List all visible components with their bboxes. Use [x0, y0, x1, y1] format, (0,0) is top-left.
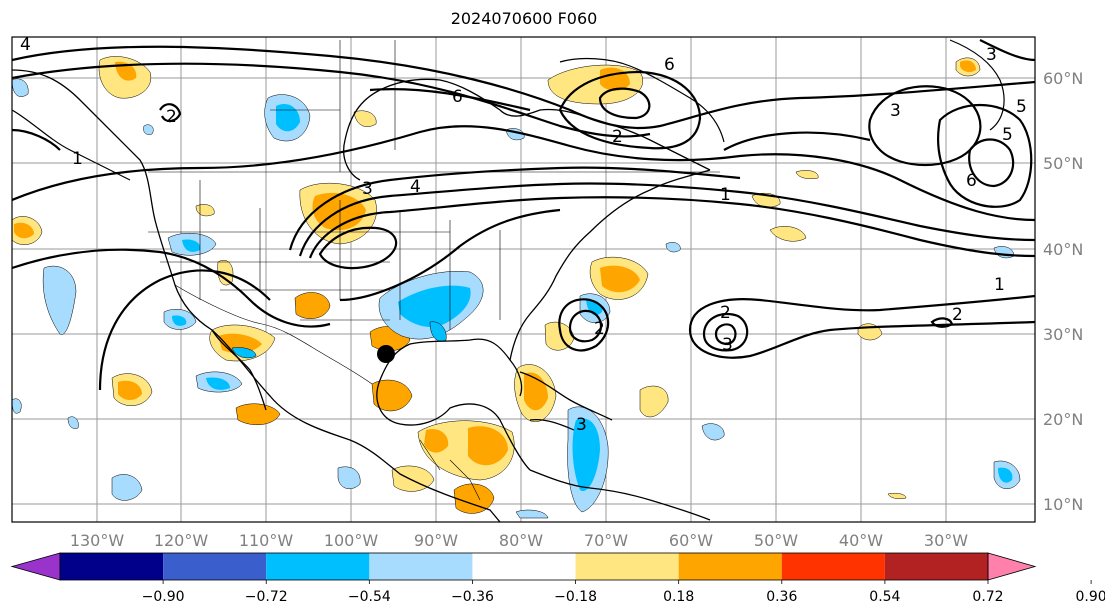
contour-label: 5: [1016, 97, 1027, 117]
colorbar-segment: [678, 553, 782, 580]
colorbar-tick-label: −0.72: [245, 589, 288, 605]
contour-label: 3: [890, 101, 901, 121]
contour-label: 3: [576, 415, 587, 435]
colorbar-extend-low: [10, 552, 61, 581]
latitude-label: 10°N: [1043, 495, 1083, 514]
contour-label: 2: [166, 107, 177, 127]
colorbar-tick-labels: −0.90 −0.72 −0.54 −0.36 −0.18 0.18 0.36 0.54 0.7…: [142, 589, 1105, 605]
contour-label: 6: [664, 55, 675, 75]
latitude-label: 50°N: [1043, 154, 1083, 173]
longitude-label: 90°W: [414, 531, 458, 550]
contour-label-group: 6 6 2 4 3 1 1 2 3 1 2 3 6 5 5 4 3 2 2 3: [20, 35, 1027, 435]
storm-center-dot: [377, 345, 395, 363]
longitude-label: 130°W: [70, 531, 125, 550]
contour-label: 2: [612, 127, 623, 147]
colorbar: [10, 552, 1092, 584]
latitude-label: 40°N: [1043, 240, 1083, 259]
colorbar-segment: [266, 553, 370, 580]
contour-label: 2: [952, 305, 963, 325]
longitude-label: 120°W: [154, 531, 209, 550]
longitude-label: 60°W: [669, 531, 713, 550]
longitude-label: 30°W: [924, 531, 968, 550]
contour-label: 4: [20, 35, 31, 55]
contour-label: 6: [452, 87, 463, 107]
colorbar-segment: [163, 553, 267, 580]
latitude-labels: 60°N 50°N 40°N 30°N 20°N 10°N: [1043, 69, 1083, 514]
contour-label: 3: [722, 335, 733, 355]
contour-lines: [12, 39, 1035, 391]
colorbar-segment: [60, 553, 164, 580]
contour-label: 4: [410, 177, 421, 197]
colorbar-tick-label: 0.18: [663, 589, 694, 605]
latitude-label: 60°N: [1043, 69, 1083, 88]
longitude-label: 40°W: [839, 531, 883, 550]
colorbar-extend-high: [987, 552, 1037, 581]
contour-label: 1: [72, 149, 83, 169]
longitude-label: 50°W: [754, 531, 798, 550]
colorbar-tick-label: −0.36: [451, 589, 494, 605]
contour-label: 6: [966, 171, 977, 191]
colorbar-segment: [781, 553, 885, 580]
latitude-label: 30°N: [1043, 325, 1083, 344]
latitude-label: 20°N: [1043, 410, 1083, 429]
map-title: 2024070600 F060: [450, 9, 598, 28]
colorbar-tick-label: 0.36: [766, 589, 797, 605]
longitude-label: 70°W: [584, 531, 628, 550]
colorbar-tick-label: −0.90: [142, 589, 185, 605]
contour-label: 3: [986, 45, 997, 65]
colorbar-segment: [369, 553, 473, 580]
contour-label: 1: [994, 275, 1005, 295]
colorbar-tick-label: 0.72: [972, 589, 1003, 605]
colorbar-segment: [472, 553, 576, 580]
longitude-label: 110°W: [239, 531, 294, 550]
contour-label: 2: [720, 303, 731, 323]
contour-label: 5: [1002, 125, 1013, 145]
longitude-labels: 130°W 120°W 110°W 100°W 90°W 80°W 70°W 60°W 50°W…: [70, 531, 968, 550]
longitude-label: 100°W: [324, 531, 379, 550]
map-border: [11, 36, 1036, 523]
colorbar-tick-label: −0.54: [348, 589, 391, 605]
political-borders: [148, 40, 720, 501]
colorbar-tick-label: 0.90: [1076, 589, 1105, 605]
colorbar-tick-label: −0.18: [554, 589, 597, 605]
contour-label: 3: [362, 179, 373, 199]
longitude-label: 80°W: [499, 531, 543, 550]
map-panel: [12, 37, 1035, 522]
contour-label: 2: [594, 319, 605, 339]
colorbar-tick-label: 0.54: [869, 589, 900, 605]
colorbar-segment: [575, 553, 679, 580]
anomaly-shading: [12, 56, 1021, 519]
contour-label: 1: [720, 185, 731, 205]
colorbar-segment: [884, 553, 988, 580]
